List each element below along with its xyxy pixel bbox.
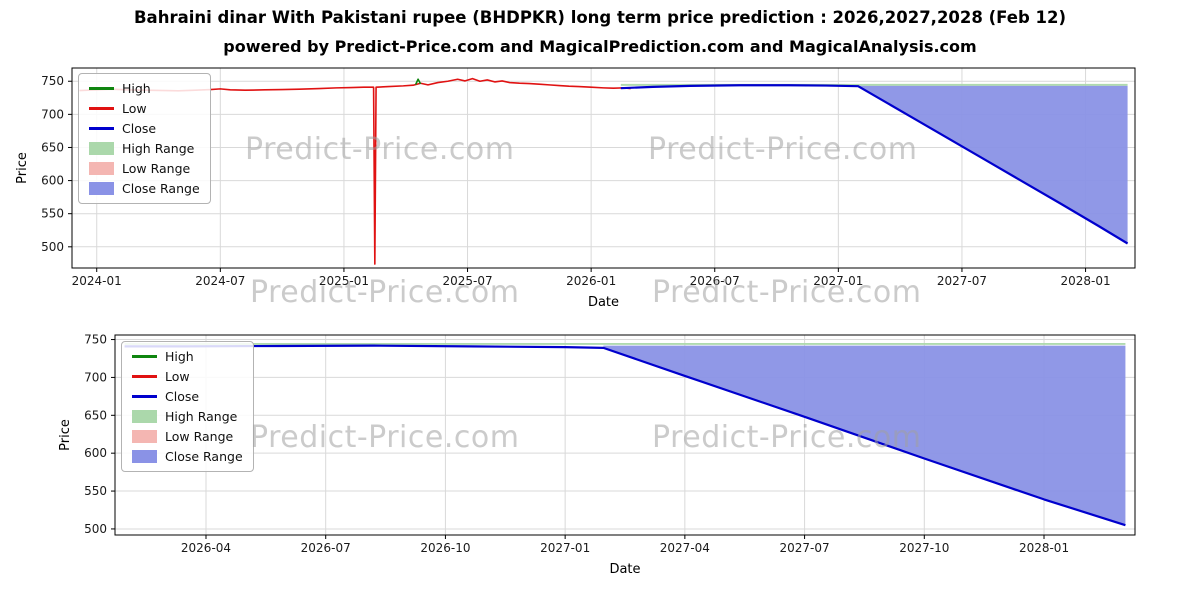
y-tick-label: 700 bbox=[84, 370, 107, 384]
x-tick-label: 2027-01 bbox=[540, 541, 590, 555]
area-close-range bbox=[603, 345, 1126, 526]
x-tick-label: 2027-07 bbox=[937, 274, 987, 288]
legend-item-low-range: Low Range bbox=[132, 429, 243, 444]
legend-label: High Range bbox=[122, 141, 195, 156]
y-tick-label: 750 bbox=[41, 74, 64, 88]
x-tick-label: 2024-01 bbox=[72, 274, 122, 288]
legend-label: Low Range bbox=[122, 161, 191, 176]
x-axis-label: Date bbox=[609, 562, 640, 577]
page-subtitle: powered by Predict-Price.com and Magical… bbox=[223, 37, 977, 56]
plot-spine bbox=[71, 67, 1136, 269]
legend-swatch-line bbox=[132, 375, 157, 378]
legend-label: Close Range bbox=[122, 181, 200, 196]
legend-swatch-patch bbox=[89, 182, 114, 195]
plot-spine bbox=[114, 334, 1136, 536]
legend-label: Low bbox=[122, 101, 147, 116]
legend-item-close-range: Close Range bbox=[89, 181, 200, 196]
y-axis-label: Price bbox=[58, 419, 73, 451]
legend-swatch-patch bbox=[89, 162, 114, 175]
line-high bbox=[414, 78, 422, 85]
area-high-range bbox=[124, 342, 1126, 345]
legend-label: High Range bbox=[165, 409, 238, 424]
y-axis-label: Price bbox=[15, 152, 30, 184]
legend-label: Close Range bbox=[165, 449, 243, 464]
price-chart-top: 500 550 600 650 700 750 2024-01 2024-07 2025-01 2… bbox=[15, 67, 1136, 310]
legend-label: Low Range bbox=[165, 429, 234, 444]
chart-legend-top: High Low Close High Range Low Range Close Ran… bbox=[78, 73, 211, 204]
legend-swatch-patch bbox=[89, 142, 114, 155]
legend-label: High bbox=[165, 349, 194, 364]
legend-label: Close bbox=[122, 121, 157, 136]
x-tick-label: 2027-01 bbox=[813, 274, 863, 288]
line-close bbox=[620, 84, 1129, 245]
chart-legend-bottom: High Low Close High Range Low Range Close Ran… bbox=[121, 341, 254, 472]
x-axis-label: Date bbox=[588, 295, 619, 310]
legend-swatch-patch bbox=[132, 450, 157, 463]
legend-item-low: Low bbox=[89, 101, 200, 116]
y-tick-label: 500 bbox=[41, 240, 64, 254]
y-tick-label: 650 bbox=[41, 140, 64, 154]
area-close-range bbox=[858, 85, 1128, 244]
legend-swatch-patch bbox=[132, 410, 157, 423]
legend-swatch-line bbox=[89, 127, 114, 130]
y-tick-label: 550 bbox=[41, 207, 64, 221]
x-tick-label: 2027-04 bbox=[660, 541, 710, 555]
legend-item-high-range: High Range bbox=[89, 141, 200, 156]
legend-swatch-line bbox=[132, 355, 157, 358]
y-tick-label: 700 bbox=[41, 107, 64, 121]
x-tick-label: 2027-10 bbox=[899, 541, 949, 555]
legend-item-close: Close bbox=[89, 121, 200, 136]
x-tick-label: 2026-10 bbox=[420, 541, 470, 555]
legend-item-high: High bbox=[89, 81, 200, 96]
y-tick-label: 550 bbox=[84, 484, 107, 498]
legend-item-low-range: Low Range bbox=[89, 161, 200, 176]
x-tick-label: 2026-07 bbox=[301, 541, 351, 555]
legend-swatch-line bbox=[89, 87, 114, 90]
x-tick-label: 2026-07 bbox=[690, 274, 740, 288]
x-tick-label: 2028-01 bbox=[1060, 274, 1110, 288]
legend-swatch-line bbox=[132, 395, 157, 398]
legend-item-low: Low bbox=[132, 369, 243, 384]
legend-item-high: High bbox=[132, 349, 243, 364]
legend-swatch-patch bbox=[132, 430, 157, 443]
legend-item-close-range: Close Range bbox=[132, 449, 243, 464]
x-tick-label: 2024-07 bbox=[195, 274, 245, 288]
y-tick-label: 750 bbox=[84, 333, 107, 347]
price-chart-bottom: 500 550 600 650 700 750 2026-04 2026-07 2026-10 2… bbox=[58, 333, 1136, 577]
legend-item-close: Close bbox=[132, 389, 243, 404]
x-tick-label: 2025-01 bbox=[319, 274, 369, 288]
legend-item-high-range: High Range bbox=[132, 409, 243, 424]
legend-swatch-line bbox=[89, 107, 114, 110]
x-tick-label: 2026-01 bbox=[566, 274, 616, 288]
y-tick-label: 600 bbox=[41, 174, 64, 188]
y-tick-label: 600 bbox=[84, 446, 107, 460]
x-tick-label: 2027-07 bbox=[780, 541, 830, 555]
legend-label: Close bbox=[165, 389, 200, 404]
legend-label: Low bbox=[165, 369, 190, 384]
x-tick-label: 2026-04 bbox=[181, 541, 231, 555]
x-tick-label: 2025-07 bbox=[442, 274, 492, 288]
y-tick-label: 650 bbox=[84, 408, 107, 422]
legend-label: High bbox=[122, 81, 151, 96]
line-close bbox=[124, 344, 1126, 527]
page-title: Bahraini dinar With Pakistani rupee (BHD… bbox=[133, 8, 1067, 27]
x-tick-label: 2028-01 bbox=[1019, 541, 1069, 555]
y-tick-label: 500 bbox=[84, 522, 107, 536]
